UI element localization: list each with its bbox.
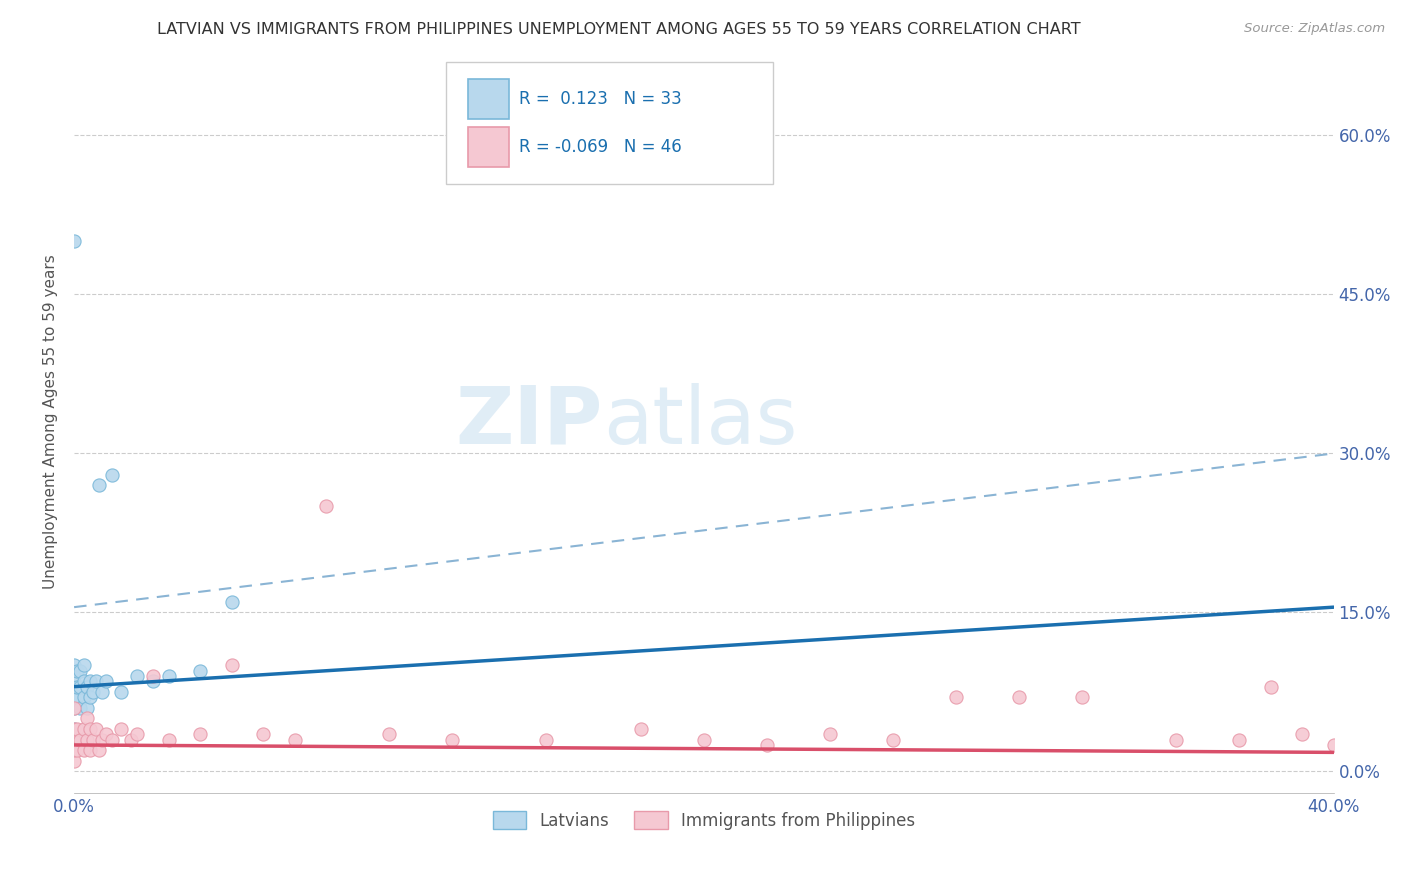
Point <box>63 690 86 705</box>
Point <box>882 732 904 747</box>
Point <box>82 685 104 699</box>
Point <box>440 732 463 747</box>
Point <box>1070 690 1092 705</box>
Point <box>72 722 94 736</box>
Point <box>1291 727 1313 741</box>
Point <box>1166 732 1188 747</box>
Point <box>63 754 86 768</box>
Point <box>157 669 180 683</box>
Point <box>63 658 86 673</box>
Point <box>110 722 132 736</box>
Point <box>89 743 111 757</box>
Point <box>69 664 91 678</box>
Point <box>101 467 124 482</box>
Legend: Latvians, Immigrants from Philippines: Latvians, Immigrants from Philippines <box>486 805 922 837</box>
Point <box>110 685 132 699</box>
Point <box>101 732 124 747</box>
Point <box>79 690 101 705</box>
Point <box>1260 680 1282 694</box>
FancyBboxPatch shape <box>468 78 509 119</box>
Point <box>378 727 401 741</box>
Point <box>142 669 165 683</box>
Point <box>63 732 86 747</box>
Text: R =  0.123   N = 33: R = 0.123 N = 33 <box>519 90 682 108</box>
Point <box>89 478 111 492</box>
Point <box>315 500 337 514</box>
Point <box>63 732 86 747</box>
Point <box>630 722 652 736</box>
Point <box>755 738 778 752</box>
Point <box>818 727 841 741</box>
Point <box>693 732 716 747</box>
Point <box>69 680 91 694</box>
Point <box>63 701 86 715</box>
Point <box>72 674 94 689</box>
Point <box>66 690 89 705</box>
Point <box>84 722 107 736</box>
Point <box>1227 732 1250 747</box>
Point <box>94 674 117 689</box>
Text: atlas: atlas <box>603 383 797 460</box>
Point <box>66 680 89 694</box>
Text: LATVIAN VS IMMIGRANTS FROM PHILIPPINES UNEMPLOYMENT AMONG AGES 55 TO 59 YEARS CO: LATVIAN VS IMMIGRANTS FROM PHILIPPINES U… <box>157 22 1080 37</box>
Point <box>1323 738 1346 752</box>
Point <box>84 674 107 689</box>
Point <box>69 732 91 747</box>
Point <box>76 680 98 694</box>
FancyBboxPatch shape <box>468 127 509 167</box>
Point <box>63 743 86 757</box>
Text: Source: ZipAtlas.com: Source: ZipAtlas.com <box>1244 22 1385 36</box>
Point <box>125 669 148 683</box>
Point <box>63 701 86 715</box>
Point <box>188 664 211 678</box>
Point <box>76 711 98 725</box>
Point <box>79 743 101 757</box>
Point <box>66 664 89 678</box>
Point <box>125 727 148 741</box>
Point <box>79 722 101 736</box>
Point <box>63 235 86 249</box>
Point <box>63 722 86 736</box>
Point <box>63 722 86 736</box>
Point <box>72 690 94 705</box>
Point <box>945 690 967 705</box>
Point <box>157 732 180 747</box>
Point <box>142 674 165 689</box>
Point <box>72 658 94 673</box>
Point <box>79 674 101 689</box>
Point <box>120 732 142 747</box>
Point <box>221 595 243 609</box>
Point <box>82 732 104 747</box>
Point <box>63 669 86 683</box>
Point <box>91 685 114 699</box>
Point <box>252 727 274 741</box>
Y-axis label: Unemployment Among Ages 55 to 59 years: Unemployment Among Ages 55 to 59 years <box>44 254 58 589</box>
Point <box>66 743 89 757</box>
Point <box>76 701 98 715</box>
Point <box>536 732 558 747</box>
Point <box>94 727 117 741</box>
Point <box>66 722 89 736</box>
Point <box>188 727 211 741</box>
Point <box>69 701 91 715</box>
Point <box>221 658 243 673</box>
FancyBboxPatch shape <box>446 62 773 185</box>
Point <box>63 680 86 694</box>
Point <box>283 732 305 747</box>
Point <box>72 743 94 757</box>
Text: ZIP: ZIP <box>456 383 603 460</box>
Point <box>76 732 98 747</box>
Text: R = -0.069   N = 46: R = -0.069 N = 46 <box>519 138 682 156</box>
Point <box>1008 690 1031 705</box>
Point <box>91 732 114 747</box>
